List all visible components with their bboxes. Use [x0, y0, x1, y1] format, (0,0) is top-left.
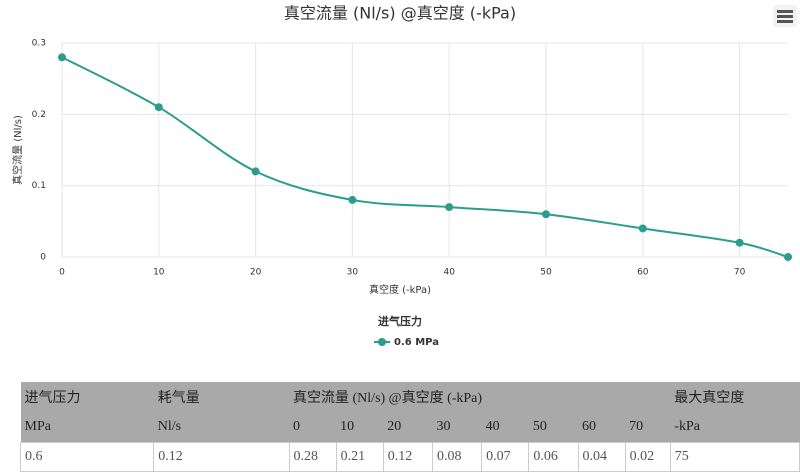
table-cell: 0.21 [335, 442, 384, 472]
table-cell: 0.28 [288, 442, 337, 472]
data-point [348, 195, 357, 204]
table-cell: 70 [625, 412, 671, 443]
table-cell: 0.07 [481, 442, 530, 472]
table-cell: 0 [289, 412, 337, 443]
table-cell: 0.04 [577, 442, 626, 472]
data-point [58, 53, 66, 62]
table-row: 进气压力 耗气量 真空流量 (Nl/s) @真空度 (-kPa) 最大真空度 [20, 382, 800, 412]
table-cell: Nl/s [153, 412, 290, 443]
menu-bar [777, 15, 793, 18]
data-point [445, 203, 454, 212]
legend-marker [378, 338, 386, 346]
data-point [542, 210, 550, 219]
table-cell: 耗气量 [153, 382, 290, 412]
table-cell: 20 [383, 412, 433, 443]
y-tick-label: 0.1 [32, 181, 46, 191]
table-row: 0.6 0.12 0.28 0.21 0.12 0.08 0.07 0.06 0.04 0.02 7… [19, 442, 800, 472]
data-point [638, 224, 647, 233]
y-axis-label: 真空流量 (Nl/s) [11, 115, 24, 185]
table-cell: MPa [20, 412, 154, 443]
menu-bar [777, 10, 793, 13]
x-tick-label: 10 [153, 268, 165, 278]
x-tick-label: 30 [347, 268, 359, 278]
x-tick-label: 70 [734, 268, 746, 278]
table-cell: 75 [669, 442, 800, 472]
data-point [784, 253, 792, 261]
x-tick-label: 60 [637, 268, 649, 278]
table-cell: 0.06 [528, 442, 579, 472]
legend-title: 进气压力 [378, 314, 422, 328]
menu-bar [777, 20, 793, 23]
spec-table: 进气压力 耗气量 真空流量 (Nl/s) @真空度 (-kPa) 最大真空度 MPa Nl… [19, 382, 800, 472]
table-cell: 进气压力 [20, 382, 154, 412]
chart-title: 真空流量 (Nl/s) @真空度 (-kPa) [284, 4, 516, 23]
table-cell: 0.08 [431, 442, 483, 472]
x-tick-label: 40 [443, 268, 455, 278]
y-tick-label: 0.2 [32, 110, 46, 120]
table-cell: 50 [528, 412, 578, 443]
x-tick-label: 20 [250, 268, 262, 278]
y-tick-label: 0 [40, 253, 46, 263]
table-cell: 40 [481, 412, 529, 443]
table-cell: -kPa [670, 412, 800, 443]
table-cell: 60 [578, 412, 626, 443]
table-cell: 0.6 [19, 442, 155, 472]
table-row: MPa Nl/s 0 10 20 30 40 50 60 70 -kPa [20, 412, 800, 443]
legend-label: 0.6 MPa [394, 337, 439, 348]
table-cell: 0.12 [153, 442, 290, 472]
menu-button[interactable] [773, 5, 797, 27]
table-cell: 10 [336, 412, 384, 443]
data-point [154, 103, 163, 112]
chart: 真空流量 (Nl/s) @真空度 (-kPa) 真空度 (-kPa) 真空流量 … [11, 4, 797, 348]
table-cell: 最大真空度 [670, 382, 800, 412]
data-point [251, 167, 260, 176]
x-tick-label: 50 [540, 268, 552, 278]
y-tick-label: 0.3 [32, 39, 46, 49]
data-point [735, 238, 744, 247]
series-line [61, 56, 789, 258]
table-cell: 30 [432, 412, 482, 443]
x-tick-label: 0 [59, 268, 65, 278]
table-cell: 0.12 [382, 442, 433, 472]
table-cell: 0.02 [624, 442, 671, 472]
x-axis-label: 真空度 (-kPa) [369, 283, 431, 296]
table-cell: 真空流量 (Nl/s) @真空度 (-kPa) [289, 382, 671, 412]
